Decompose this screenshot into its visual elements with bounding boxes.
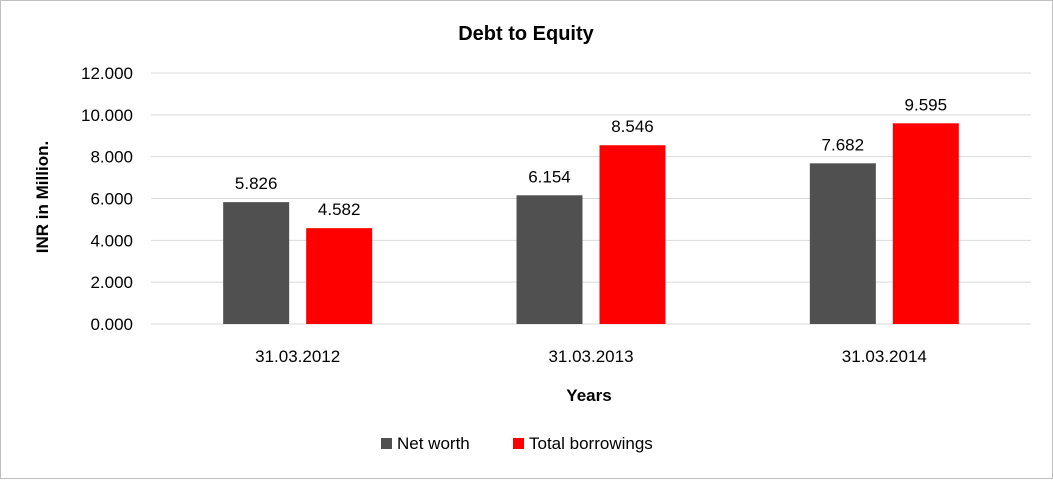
data-label: 7.682 <box>822 135 865 154</box>
bar-total-borrowings <box>892 123 959 324</box>
y-tick-label: 4.000 <box>90 231 133 250</box>
legend-swatch <box>381 438 392 449</box>
x-axis-ticks: 31.03.2012 31.03.2013 31.03.2014 <box>255 347 927 366</box>
data-label: 5.826 <box>235 174 278 193</box>
bars: 5.826 4.582 6.154 8.546 7.682 9.595 <box>223 95 959 324</box>
chart-title: Debt to Equity <box>458 23 594 45</box>
x-tick-label: 31.03.2012 <box>255 347 340 366</box>
bar-total-borrowings <box>599 145 666 324</box>
y-tick-label: 2.000 <box>90 273 133 292</box>
legend-label: Net worth <box>397 434 470 453</box>
y-tick-label: 12.000 <box>81 64 133 83</box>
x-tick-label: 31.03.2014 <box>842 347 927 366</box>
y-tick-label: 6.000 <box>90 190 133 209</box>
x-tick-label: 31.03.2013 <box>548 347 633 366</box>
x-axis-label: Years <box>566 386 611 405</box>
data-label: 8.546 <box>611 117 654 136</box>
y-axis-label: INR in Million. <box>33 141 52 253</box>
legend: Net worth Total borrowings <box>381 434 653 453</box>
bar-total-borrowings <box>306 228 373 324</box>
bar-net-worth <box>223 202 290 324</box>
gridlines <box>151 72 1031 325</box>
y-tick-label: 10.000 <box>81 106 133 125</box>
y-axis-ticks: 0.000 2.000 4.000 6.000 8.000 10.000 12.000 <box>81 64 133 334</box>
bar-net-worth <box>809 163 876 324</box>
bar-net-worth <box>516 195 583 324</box>
legend-label: Total borrowings <box>529 434 653 453</box>
y-tick-label: 0.000 <box>90 315 133 334</box>
legend-swatch <box>513 438 524 449</box>
data-label: 9.595 <box>905 95 948 114</box>
data-label: 4.582 <box>318 200 361 219</box>
y-tick-label: 8.000 <box>90 148 133 167</box>
data-label: 6.154 <box>528 167 571 186</box>
